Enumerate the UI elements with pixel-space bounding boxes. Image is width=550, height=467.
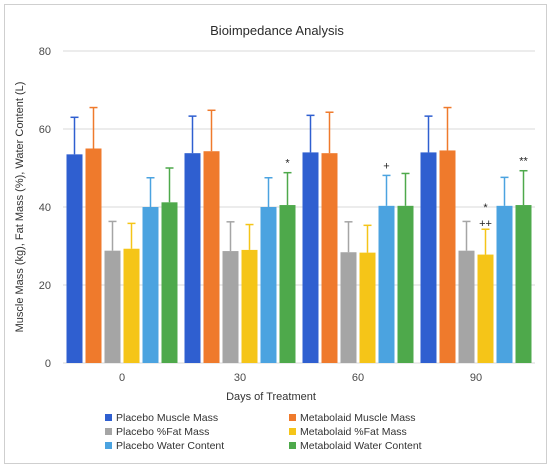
grid-lines bbox=[63, 50, 535, 364]
y-axis-ticks: 0 20 40 60 80 bbox=[39, 46, 51, 370]
bar bbox=[378, 205, 395, 363]
significance-mark: ** bbox=[519, 156, 528, 168]
significance-mark: + bbox=[383, 160, 389, 172]
bioimpedance-chart: Bioimpedance Analysis Muscle Mass (kg), … bbox=[14, 23, 535, 452]
bar bbox=[340, 252, 357, 363]
bar bbox=[222, 251, 239, 363]
bar bbox=[420, 152, 437, 363]
y-axis-label: Muscle Mass (kg), Fat Mass (%), Water Co… bbox=[14, 82, 26, 333]
legend-swatch bbox=[105, 442, 112, 449]
y-tick-label: 0 bbox=[45, 358, 51, 370]
bar bbox=[359, 252, 376, 363]
error-bars bbox=[70, 106, 528, 255]
x-tick-label: 30 bbox=[234, 372, 246, 384]
legend-swatch bbox=[289, 414, 296, 421]
bar bbox=[397, 205, 414, 363]
legend-swatch bbox=[105, 414, 112, 421]
legend-label: Metabolaid Muscle Mass bbox=[300, 412, 416, 424]
x-tick-label: 60 bbox=[352, 372, 364, 384]
bar bbox=[496, 205, 513, 363]
bar bbox=[142, 207, 159, 363]
bar bbox=[279, 205, 296, 363]
chart-title: Bioimpedance Analysis bbox=[210, 23, 344, 38]
x-axis-ticks: 0 30 60 90 bbox=[119, 372, 482, 384]
x-tick-label: 0 bbox=[119, 372, 125, 384]
significance-mark: * bbox=[285, 158, 290, 170]
significance-annotations: * + * ++ ** bbox=[285, 156, 528, 231]
bar bbox=[515, 205, 532, 363]
bar bbox=[260, 207, 277, 363]
significance-mark: ++ bbox=[479, 218, 492, 230]
y-tick-label: 20 bbox=[39, 280, 51, 292]
bar bbox=[123, 248, 140, 363]
chart-container: Bioimpedance Analysis Muscle Mass (kg), … bbox=[4, 4, 547, 464]
bar bbox=[477, 254, 494, 363]
legend-swatch bbox=[105, 428, 112, 435]
x-axis-label: Days of Treatment bbox=[226, 391, 316, 403]
legend-swatch bbox=[289, 428, 296, 435]
bar bbox=[302, 152, 319, 363]
significance-mark: * bbox=[483, 202, 488, 214]
bar bbox=[85, 148, 102, 363]
bar bbox=[66, 154, 83, 363]
bar bbox=[184, 153, 201, 363]
x-tick-label: 90 bbox=[470, 372, 482, 384]
legend-label: Placebo Water Content bbox=[116, 440, 224, 452]
bar bbox=[203, 151, 220, 363]
bar bbox=[104, 250, 121, 363]
bar bbox=[321, 153, 338, 363]
legend-label: Placebo %Fat Mass bbox=[116, 426, 209, 438]
y-tick-label: 60 bbox=[39, 124, 51, 136]
legend-label: Metabolaid Water Content bbox=[300, 440, 422, 452]
legend-label: Metabolaid %Fat Mass bbox=[300, 426, 407, 438]
bar-groups bbox=[66, 148, 532, 363]
bar bbox=[161, 202, 178, 363]
legend-swatch bbox=[289, 442, 296, 449]
bar bbox=[439, 150, 456, 363]
bar bbox=[241, 249, 258, 363]
bar bbox=[458, 250, 475, 363]
y-tick-label: 40 bbox=[39, 202, 51, 214]
y-tick-label: 80 bbox=[39, 46, 51, 58]
legend-label: Placebo Muscle Mass bbox=[116, 412, 218, 424]
legend: Placebo Muscle Mass Metabolaid Muscle Mas… bbox=[105, 412, 422, 452]
